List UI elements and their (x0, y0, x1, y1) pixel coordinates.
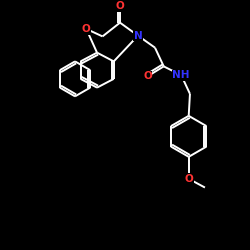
Text: O: O (184, 174, 193, 184)
Text: NH: NH (172, 70, 190, 80)
Text: O: O (116, 2, 124, 12)
Text: N: N (134, 31, 142, 41)
Text: O: O (143, 72, 152, 82)
Text: O: O (82, 24, 91, 34)
